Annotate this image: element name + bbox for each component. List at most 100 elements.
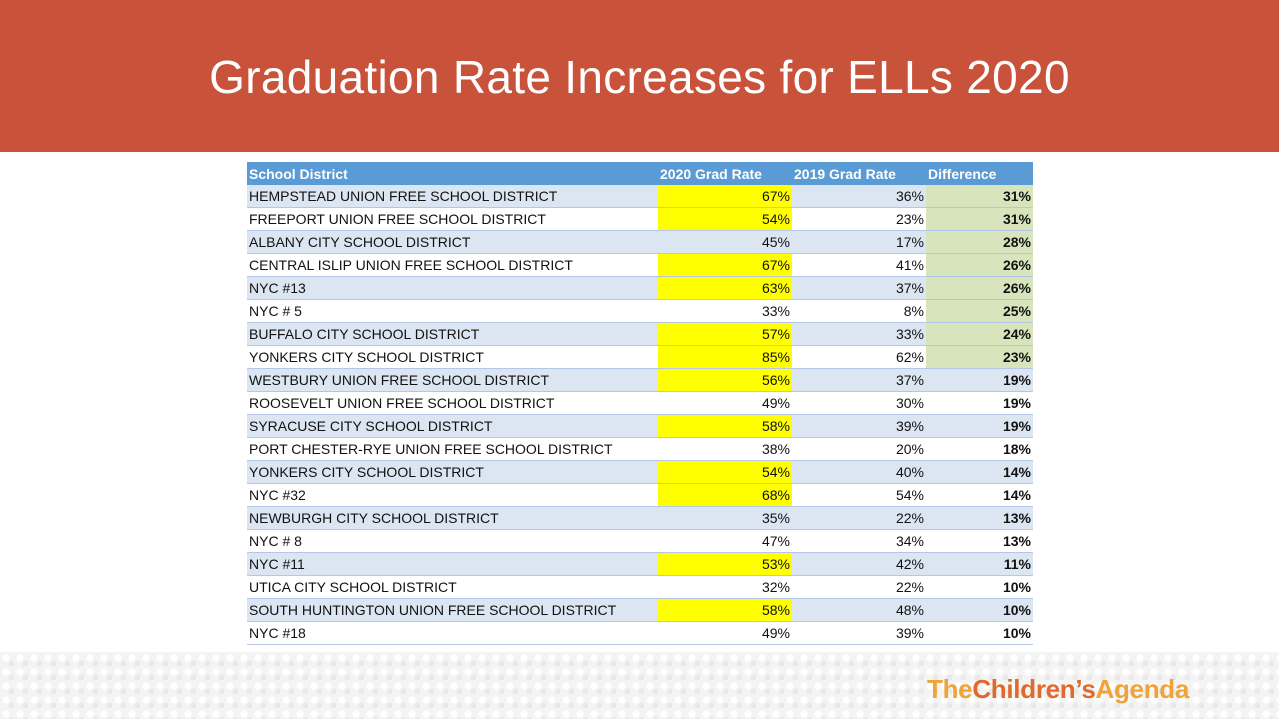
header-2019-grad-rate: 2019 Grad Rate xyxy=(792,162,926,185)
table-row: FREEPORT UNION FREE SCHOOL DISTRICT 54% 23… xyxy=(247,207,1033,231)
cell-2020-grad-rate: 85% xyxy=(658,345,792,369)
table-header-row: School District 2020 Grad Rate 2019 Grad… xyxy=(247,162,1033,185)
table-row: CENTRAL ISLIP UNION FREE SCHOOL DISTRICT… xyxy=(247,253,1033,277)
table-row: NEWBURGH CITY SCHOOL DISTRICT 35% 22% 13% xyxy=(247,506,1033,530)
cell-2019-grad-rate: 17% xyxy=(792,230,926,254)
cell-2019-grad-rate: 42% xyxy=(792,552,926,576)
cell-difference: 10% xyxy=(926,575,1033,599)
cell-school-district: NYC #18 xyxy=(247,621,658,645)
cell-difference: 25% xyxy=(926,299,1033,323)
cell-school-district: NYC #11 xyxy=(247,552,658,576)
logo-text-part-2: Children’s xyxy=(972,674,1096,704)
cell-2019-grad-rate: 40% xyxy=(792,460,926,484)
cell-2020-grad-rate: 33% xyxy=(658,299,792,323)
cell-difference: 14% xyxy=(926,460,1033,484)
cell-difference: 26% xyxy=(926,276,1033,300)
cell-school-district: CENTRAL ISLIP UNION FREE SCHOOL DISTRICT xyxy=(247,253,658,277)
cell-difference: 26% xyxy=(926,253,1033,277)
table-row: SYRACUSE CITY SCHOOL DISTRICT 58% 39% 19% xyxy=(247,414,1033,438)
cell-2020-grad-rate: 45% xyxy=(658,230,792,254)
logo-text-part-3: Agenda xyxy=(1095,674,1190,704)
table-row: NYC #13 63% 37% 26% xyxy=(247,276,1033,300)
cell-2020-grad-rate: 54% xyxy=(658,460,792,484)
cell-2019-grad-rate: 36% xyxy=(792,185,926,208)
cell-difference: 24% xyxy=(926,322,1033,346)
cell-school-district: YONKERS CITY SCHOOL DISTRICT xyxy=(247,460,658,484)
cell-difference: 19% xyxy=(926,414,1033,438)
table-row: YONKERS CITY SCHOOL DISTRICT 85% 62% 23% xyxy=(247,345,1033,369)
cell-school-district: UTICA CITY SCHOOL DISTRICT xyxy=(247,575,658,599)
cell-school-district: ROOSEVELT UNION FREE SCHOOL DISTRICT xyxy=(247,391,658,415)
cell-2019-grad-rate: 41% xyxy=(792,253,926,277)
table-body: HEMPSTEAD UNION FREE SCHOOL DISTRICT 67% 3… xyxy=(247,185,1033,645)
cell-2019-grad-rate: 20% xyxy=(792,437,926,461)
cell-2019-grad-rate: 37% xyxy=(792,368,926,392)
childrens-agenda-logo: TheChildren’sAgenda xyxy=(927,674,1189,705)
footer-pattern xyxy=(0,652,1279,719)
table-row: NYC #18 49% 39% 10% xyxy=(247,621,1033,645)
cell-2019-grad-rate: 33% xyxy=(792,322,926,346)
cell-school-district: WESTBURY UNION FREE SCHOOL DISTRICT xyxy=(247,368,658,392)
cell-school-district: NYC #32 xyxy=(247,483,658,507)
cell-2019-grad-rate: 22% xyxy=(792,506,926,530)
cell-school-district: ALBANY CITY SCHOOL DISTRICT xyxy=(247,230,658,254)
cell-school-district: FREEPORT UNION FREE SCHOOL DISTRICT xyxy=(247,207,658,231)
table-row: NYC # 5 33% 8% 25% xyxy=(247,299,1033,323)
cell-2019-grad-rate: 62% xyxy=(792,345,926,369)
title-banner: Graduation Rate Increases for ELLs 2020 xyxy=(0,0,1279,152)
cell-2020-grad-rate: 47% xyxy=(658,529,792,553)
cell-school-district: SYRACUSE CITY SCHOOL DISTRICT xyxy=(247,414,658,438)
cell-2020-grad-rate: 38% xyxy=(658,437,792,461)
cell-difference: 13% xyxy=(926,529,1033,553)
table-row: NYC #11 53% 42% 11% xyxy=(247,552,1033,576)
cell-2019-grad-rate: 22% xyxy=(792,575,926,599)
cell-2019-grad-rate: 37% xyxy=(792,276,926,300)
cell-difference: 13% xyxy=(926,506,1033,530)
cell-difference: 31% xyxy=(926,207,1033,231)
cell-2020-grad-rate: 68% xyxy=(658,483,792,507)
table-row: SOUTH HUNTINGTON UNION FREE SCHOOL DISTR… xyxy=(247,598,1033,622)
cell-2020-grad-rate: 53% xyxy=(658,552,792,576)
graduation-rate-table: School District 2020 Grad Rate 2019 Grad… xyxy=(247,162,1033,645)
cell-2020-grad-rate: 49% xyxy=(658,391,792,415)
cell-2020-grad-rate: 57% xyxy=(658,322,792,346)
cell-2020-grad-rate: 54% xyxy=(658,207,792,231)
cell-school-district: HEMPSTEAD UNION FREE SCHOOL DISTRICT xyxy=(247,185,658,208)
cell-2020-grad-rate: 49% xyxy=(658,621,792,645)
cell-school-district: YONKERS CITY SCHOOL DISTRICT xyxy=(247,345,658,369)
cell-difference: 28% xyxy=(926,230,1033,254)
cell-difference: 19% xyxy=(926,391,1033,415)
cell-school-district: NYC # 5 xyxy=(247,299,658,323)
cell-school-district: NYC #13 xyxy=(247,276,658,300)
cell-2019-grad-rate: 39% xyxy=(792,414,926,438)
table-row: UTICA CITY SCHOOL DISTRICT 32% 22% 10% xyxy=(247,575,1033,599)
cell-2019-grad-rate: 30% xyxy=(792,391,926,415)
table-row: NYC # 8 47% 34% 13% xyxy=(247,529,1033,553)
cell-difference: 10% xyxy=(926,598,1033,622)
cell-2020-grad-rate: 67% xyxy=(658,253,792,277)
cell-2019-grad-rate: 34% xyxy=(792,529,926,553)
cell-2019-grad-rate: 54% xyxy=(792,483,926,507)
cell-school-district: SOUTH HUNTINGTON UNION FREE SCHOOL DISTR… xyxy=(247,598,658,622)
table-row: YONKERS CITY SCHOOL DISTRICT 54% 40% 14% xyxy=(247,460,1033,484)
cell-difference: 23% xyxy=(926,345,1033,369)
cell-2019-grad-rate: 8% xyxy=(792,299,926,323)
logo-text-part-1: The xyxy=(927,674,973,704)
cell-difference: 14% xyxy=(926,483,1033,507)
cell-2019-grad-rate: 23% xyxy=(792,207,926,231)
slide-title: Graduation Rate Increases for ELLs 2020 xyxy=(209,51,1070,103)
cell-2020-grad-rate: 63% xyxy=(658,276,792,300)
table-row: PORT CHESTER-RYE UNION FREE SCHOOL DISTR… xyxy=(247,437,1033,461)
table-row: ROOSEVELT UNION FREE SCHOOL DISTRICT 49% 3… xyxy=(247,391,1033,415)
table-row: WESTBURY UNION FREE SCHOOL DISTRICT 56% 37… xyxy=(247,368,1033,392)
cell-2020-grad-rate: 32% xyxy=(658,575,792,599)
cell-2020-grad-rate: 56% xyxy=(658,368,792,392)
table-row: ALBANY CITY SCHOOL DISTRICT 45% 17% 28% xyxy=(247,230,1033,254)
cell-2019-grad-rate: 48% xyxy=(792,598,926,622)
header-school-district: School District xyxy=(247,162,658,185)
table-row: NYC #32 68% 54% 14% xyxy=(247,483,1033,507)
cell-2019-grad-rate: 39% xyxy=(792,621,926,645)
cell-2020-grad-rate: 58% xyxy=(658,414,792,438)
cell-2020-grad-rate: 58% xyxy=(658,598,792,622)
table-row: HEMPSTEAD UNION FREE SCHOOL DISTRICT 67% 3… xyxy=(247,185,1033,208)
